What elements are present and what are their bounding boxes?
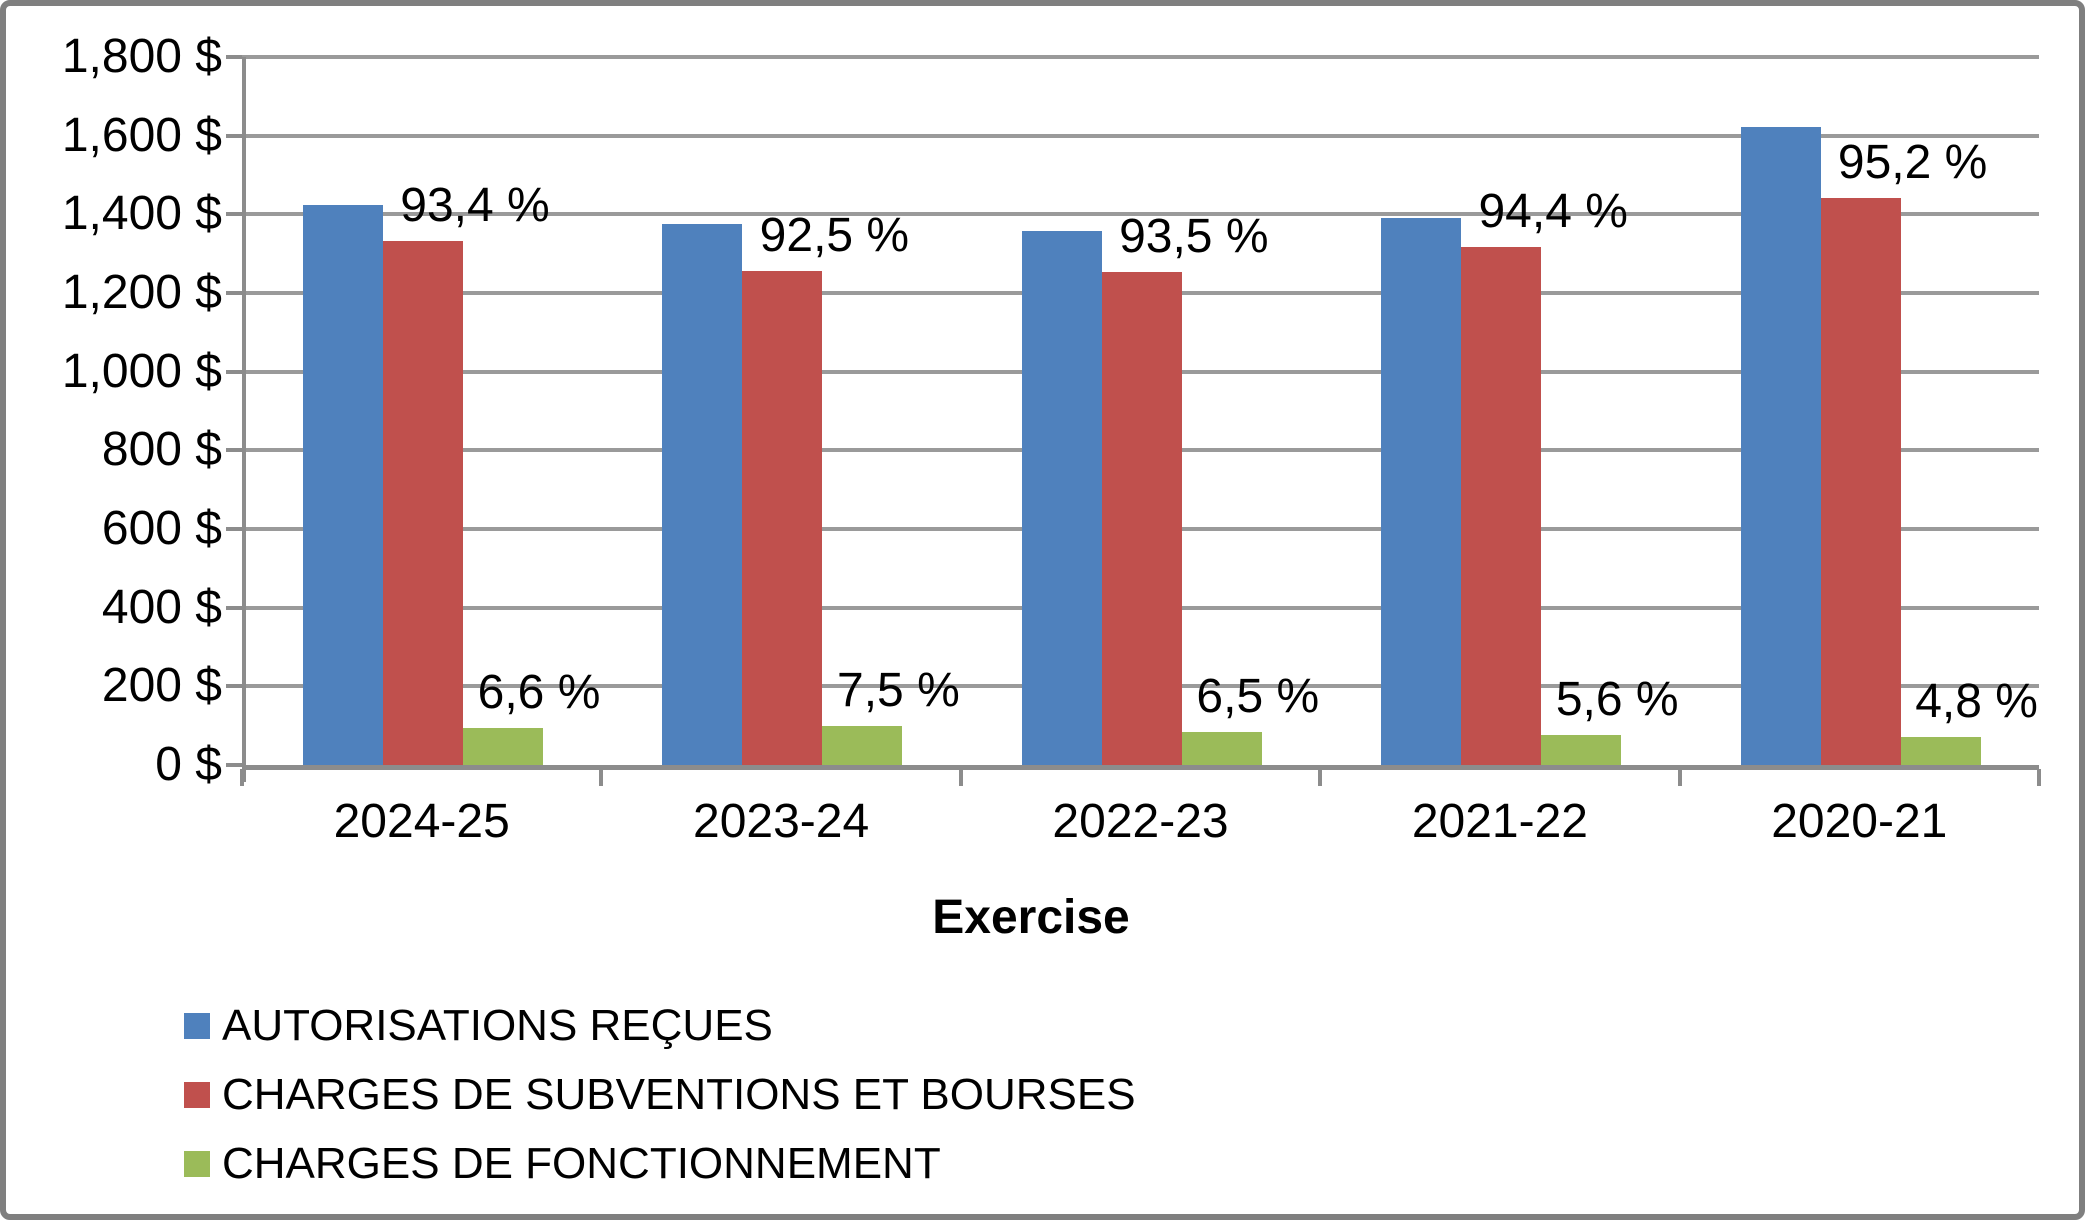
data-label-2023-24-series2: 92,5 % — [759, 208, 910, 262]
x-tick-label-2023-24: 2023-24 — [693, 795, 870, 848]
y-tick-label: 1,200 $ — [61, 266, 222, 319]
gridline-1400 — [242, 212, 2039, 217]
data-label-2023-24-series3: 7,5 % — [837, 664, 960, 718]
legend-swatch-icon — [184, 1151, 210, 1177]
legend-label: CHARGES DE FONCTIONNEMENT — [222, 1139, 941, 1188]
y-tick-label: 600 $ — [101, 502, 222, 555]
gridline-1600 — [242, 133, 2039, 138]
bar-2024-25-series1 — [303, 204, 383, 765]
y-tick-label: 1,800 $ — [61, 30, 222, 83]
legend-label: AUTORISATIONS REÇUES — [222, 1001, 773, 1050]
bar-2024-25-series3 — [463, 727, 543, 765]
x-axis-line — [242, 765, 2039, 770]
y-tick-1600 — [226, 133, 242, 138]
data-label-2022-23-series2: 93,5 % — [1119, 209, 1269, 263]
legend-item: CHARGES DE SUBVENTIONS ET BOURSES — [184, 1065, 1136, 1125]
bar-2022-23-series3 — [1181, 731, 1262, 765]
legend-item: CHARGES DE FONCTIONNEMENT — [184, 1134, 941, 1194]
y-tick-400 — [226, 605, 242, 610]
data-label-2024-25-series2: 93,4 % — [400, 178, 550, 232]
data-label-2021-22-series2: 94,4 % — [1478, 184, 1628, 238]
y-tick-200 — [226, 684, 242, 689]
y-tick-600 — [226, 527, 242, 531]
y-tick-label: 200 $ — [101, 659, 222, 713]
data-label-2020-21-series3: 4,8 % — [1915, 675, 2038, 729]
x-tick-label-2020-21: 2020-21 — [1771, 795, 1948, 848]
legend-swatch-icon — [184, 1082, 210, 1108]
y-tick-1800 — [226, 55, 242, 59]
gridline-1800 — [242, 55, 2039, 59]
bar-2023-24-series3 — [822, 726, 903, 765]
bar-2021-22-series3 — [1541, 735, 1622, 765]
bar-2022-23-series2 — [1101, 271, 1182, 765]
y-tick-label: 1,000 $ — [61, 344, 222, 398]
bar-2020-21-series3 — [1900, 737, 1981, 765]
data-label-2020-21-series2: 95,2 % — [1837, 136, 1988, 190]
x-tick-label-2021-22: 2021-22 — [1411, 795, 1588, 848]
data-label-2024-25-series3: 6,6 % — [477, 665, 601, 719]
x-tick-label-2024-25: 2024-25 — [333, 795, 510, 848]
x-tick-0 — [240, 769, 244, 786]
y-tick-label: 1,400 $ — [61, 187, 222, 241]
y-tick-1200 — [226, 291, 242, 295]
bar-2021-22-series1 — [1381, 218, 1462, 765]
legend-swatch-icon — [184, 1013, 210, 1039]
y-axis-line — [242, 57, 246, 782]
y-tick-label: 0 $ — [155, 738, 222, 791]
y-tick-800 — [226, 448, 242, 453]
x-axis-title: Exercise — [932, 891, 1130, 944]
x-tick-3 — [1318, 769, 1323, 786]
x-tick-1 — [599, 769, 604, 786]
y-tick-label: 800 $ — [101, 423, 222, 477]
legend-item: AUTORISATIONS REÇUES — [184, 996, 773, 1056]
bar-2023-24-series2 — [742, 270, 823, 765]
y-tick-0 — [226, 763, 242, 767]
x-tick-label-2022-23: 2022-23 — [1052, 795, 1229, 848]
bar-2020-21-series1 — [1740, 127, 1821, 765]
x-tick-4 — [1677, 769, 1682, 786]
y-tick-1400 — [226, 212, 242, 217]
bar-2023-24-series1 — [662, 224, 743, 765]
bar-2022-23-series1 — [1021, 230, 1102, 765]
bar-2024-25-series2 — [383, 240, 463, 765]
bar-2020-21-series2 — [1820, 198, 1901, 765]
y-tick-label: 1,600 $ — [61, 108, 222, 162]
legend-label: CHARGES DE SUBVENTIONS ET BOURSES — [222, 1070, 1136, 1119]
x-tick-2 — [958, 769, 963, 786]
x-tick-5 — [2037, 769, 2041, 786]
y-tick-1000 — [226, 369, 242, 374]
data-label-2022-23-series3: 6,5 % — [1196, 669, 1320, 723]
bar-2021-22-series2 — [1461, 246, 1542, 765]
y-tick-label: 400 $ — [101, 580, 222, 634]
data-label-2021-22-series3: 5,6 % — [1555, 673, 1679, 727]
